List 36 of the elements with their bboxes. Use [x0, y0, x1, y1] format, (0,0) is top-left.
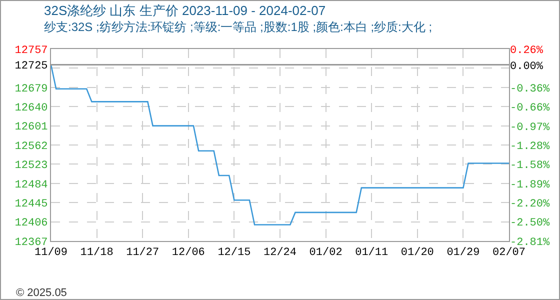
y2-tick-label: 0.26% [510, 44, 544, 57]
y2-tick-label: -0.36% [510, 84, 550, 96]
text: © 2025.05 [16, 287, 67, 299]
y2-tick-label: -0.66% [510, 102, 550, 114]
x-tick-label: 01/02 [309, 247, 342, 260]
y2-tick-label: -1.58% [510, 160, 550, 172]
y-tick-label: 12562 [14, 140, 48, 153]
y-tick-label: 12445 [14, 198, 48, 210]
x-tick-label: 12/24 [263, 247, 297, 260]
y2-tick-label: -1.89% [510, 179, 550, 192]
y-tick-label: 12640 [14, 102, 48, 114]
y-tick-label: 12757 [14, 44, 48, 57]
x-tick-label: 01/11 [355, 247, 388, 260]
x-tick-label: 02/07 [492, 247, 526, 260]
y2-tick-label: -2.50% [510, 217, 550, 230]
y2-tick-label: 0.00% [510, 61, 544, 74]
x-tick-label: 11/27 [126, 247, 160, 260]
x-tick-label: 12/15 [218, 247, 251, 260]
y2-tick-label: -1.28% [510, 141, 550, 154]
x-tick-label: 11/09 [34, 247, 68, 260]
x-tick-label: 01/20 [400, 247, 434, 260]
y-tick-label: 12523 [14, 160, 48, 172]
y2-tick-label: -0.97% [510, 122, 550, 134]
chart-subtitle: 纱支:32S ;纺纱方法:环锭纺 ;等级:一等品 ;股数:1股 ;颜色:本白 ;纱质:大化 ; [44, 20, 432, 34]
x-tick-label: 12/06 [172, 247, 205, 260]
line-series [51, 64, 509, 226]
y-tick-label: 12601 [14, 122, 48, 134]
y2-tick-label: -2.20% [510, 198, 550, 211]
y-tick-label: 12679 [14, 83, 48, 96]
y-tick-label: 12367 [14, 236, 48, 249]
x-tick-label: 11/18 [80, 247, 114, 260]
y-tick-label: 12725 [14, 60, 48, 73]
y-tick-label: 12484 [14, 179, 48, 192]
x-tick-label: 01/29 [446, 247, 480, 260]
y-tick-label: 12406 [14, 218, 48, 230]
chart-title: 32S涤纶纱 山东 生产价 2023-11-09 - 2024-02-07 [44, 3, 326, 18]
